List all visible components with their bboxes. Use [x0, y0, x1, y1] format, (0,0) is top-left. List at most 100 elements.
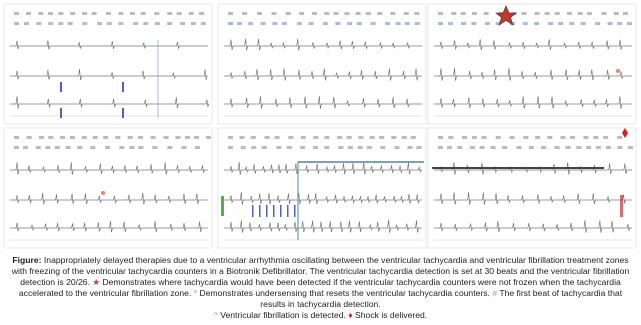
marker	[228, 136, 233, 139]
asterisk-icon	[101, 191, 105, 195]
marker	[312, 12, 317, 15]
marker	[471, 22, 476, 25]
marker	[593, 136, 598, 139]
marker	[257, 12, 262, 15]
marker	[313, 136, 318, 139]
marker	[482, 136, 487, 139]
marker	[105, 146, 110, 149]
marker	[14, 146, 19, 149]
marker	[60, 136, 65, 139]
marker	[167, 146, 172, 149]
caption-text: Shock is delivered.	[355, 310, 427, 320]
marker	[496, 136, 501, 139]
marker	[394, 146, 399, 149]
marker	[380, 146, 385, 149]
marker	[261, 22, 266, 25]
counter-bar	[294, 205, 296, 217]
marker	[301, 136, 306, 139]
marker	[14, 136, 19, 139]
counter-bar	[252, 205, 254, 217]
marker	[287, 146, 292, 149]
marker	[77, 146, 82, 149]
marker	[265, 136, 270, 139]
marker	[348, 146, 353, 149]
marker	[115, 136, 120, 139]
marker	[239, 136, 244, 139]
marker	[241, 146, 246, 149]
marker	[133, 22, 138, 25]
marker	[45, 146, 50, 149]
marker	[379, 136, 384, 139]
marker	[324, 146, 329, 149]
marker	[309, 22, 314, 25]
marker	[288, 136, 293, 139]
marker	[275, 136, 280, 139]
marker	[560, 136, 565, 139]
marker	[313, 146, 318, 149]
marker	[405, 22, 410, 25]
caption-symbol: #	[492, 288, 497, 298]
marker	[535, 136, 540, 139]
marker	[48, 12, 53, 15]
marker	[344, 12, 349, 15]
marker	[367, 146, 372, 149]
marker	[276, 146, 281, 149]
marker	[181, 146, 186, 149]
marker	[297, 22, 302, 25]
marker	[14, 12, 19, 15]
caption-symbol: ★	[92, 277, 100, 287]
marker	[491, 146, 496, 149]
marker	[534, 22, 539, 25]
caption-text: Demonstrates undersensing that resets th…	[199, 288, 489, 298]
marker	[472, 136, 477, 139]
marker	[461, 22, 466, 25]
counter-bar	[60, 108, 62, 118]
marker	[103, 136, 108, 139]
marker	[128, 136, 133, 139]
marker	[347, 22, 352, 25]
marker	[407, 146, 412, 149]
marker	[457, 146, 462, 149]
marker	[558, 22, 563, 25]
marker	[391, 136, 396, 139]
marker	[14, 22, 19, 25]
marker	[68, 22, 73, 25]
marker	[416, 146, 421, 149]
counter-bar	[273, 205, 275, 217]
marker	[335, 22, 340, 25]
marker	[55, 146, 60, 149]
marker	[242, 12, 247, 15]
marker	[338, 146, 343, 149]
marker	[70, 136, 75, 139]
marker	[484, 12, 489, 15]
marker	[107, 22, 112, 25]
marker	[195, 146, 200, 149]
marker	[167, 22, 172, 25]
marker	[438, 146, 443, 149]
marker	[603, 136, 608, 139]
marker	[248, 22, 253, 25]
marker	[356, 12, 361, 15]
page: {"figure": {"caption": { "label": "Figur…	[0, 0, 641, 325]
marker	[451, 12, 456, 15]
marker	[447, 146, 452, 149]
marker	[323, 22, 328, 25]
vf-burst	[620, 195, 623, 217]
marker	[623, 12, 628, 15]
marker	[347, 136, 352, 139]
marker	[485, 22, 490, 25]
marker	[39, 136, 44, 139]
marker	[396, 22, 401, 25]
marker	[23, 146, 28, 149]
marker	[569, 22, 574, 25]
marker	[282, 22, 287, 25]
marker	[138, 146, 143, 149]
marker	[36, 146, 41, 149]
marker	[502, 146, 507, 149]
marker	[185, 136, 190, 139]
counter-bar	[60, 82, 62, 92]
marker	[24, 22, 29, 25]
counter-bar	[287, 205, 289, 217]
marker	[189, 12, 194, 15]
marker	[48, 136, 53, 139]
